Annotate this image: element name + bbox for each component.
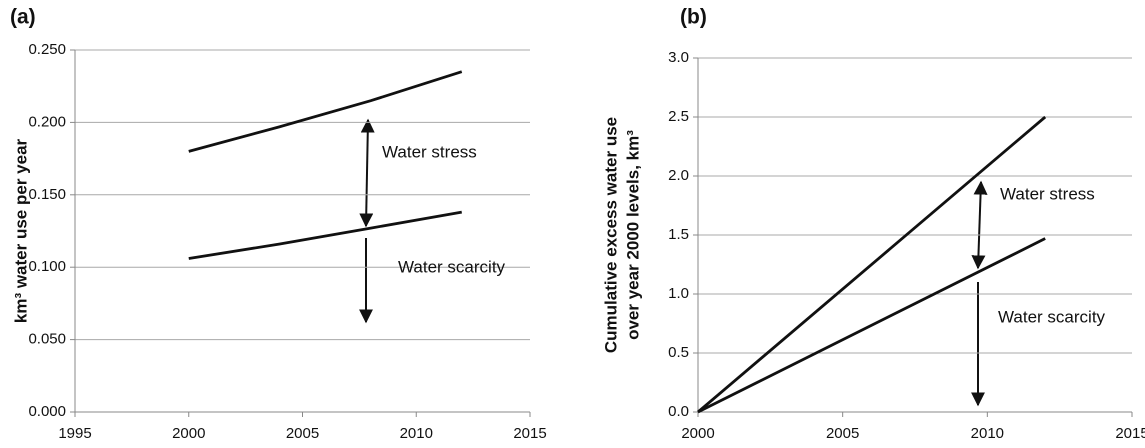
x-tick-label: 2000 bbox=[172, 425, 205, 442]
y-tick-label: 0.250 bbox=[28, 41, 66, 58]
arrows bbox=[359, 118, 988, 407]
x-tick-label: 2015 bbox=[513, 425, 546, 442]
y-tick-label: 1.0 bbox=[668, 285, 689, 302]
x-tick-label: 2005 bbox=[286, 425, 319, 442]
y-tick-label: 2.5 bbox=[668, 108, 689, 125]
x-tick-label: 1995 bbox=[58, 425, 91, 442]
y-tick-label: 0.5 bbox=[668, 344, 689, 361]
annotation: Water scarcity bbox=[998, 307, 1106, 326]
line bbox=[697, 237, 1046, 414]
line bbox=[697, 115, 1047, 414]
y-tick-label: 0.150 bbox=[28, 186, 66, 203]
annotation: Water scarcity bbox=[398, 257, 506, 276]
y-tick-label: 1.5 bbox=[668, 226, 689, 243]
x-tick-label: 2010 bbox=[400, 425, 433, 442]
x-tick-label: 2005 bbox=[826, 425, 859, 442]
y-tick-label: 0.000 bbox=[28, 403, 66, 420]
x-tick-label: 2000 bbox=[681, 425, 714, 442]
y-axis-label: Cumulative excess water use bbox=[601, 117, 620, 353]
y-axis-label: over year 2000 levels, km³ bbox=[623, 130, 642, 340]
annotation: Water stress bbox=[382, 142, 477, 161]
arrow bbox=[971, 180, 988, 270]
x-tick-label: 2010 bbox=[971, 425, 1004, 442]
y-tick-label: 0.0 bbox=[668, 403, 689, 420]
y-tick-label: 0.100 bbox=[28, 258, 66, 275]
y-tick-label: 2.0 bbox=[668, 167, 689, 184]
line bbox=[188, 70, 463, 153]
panel-label: (a) bbox=[10, 6, 36, 29]
y-tick-label: 3.0 bbox=[668, 49, 689, 66]
panel-label: (b) bbox=[680, 6, 707, 29]
x-tick-label: 2015 bbox=[1115, 425, 1145, 442]
y-axis-label: km³ water use per year bbox=[11, 138, 30, 323]
arrow bbox=[359, 118, 375, 228]
line bbox=[188, 210, 462, 260]
y-tick-label: 0.050 bbox=[28, 331, 66, 348]
y-tick-label: 0.200 bbox=[28, 113, 66, 130]
annotation: Water stress bbox=[1000, 184, 1095, 203]
